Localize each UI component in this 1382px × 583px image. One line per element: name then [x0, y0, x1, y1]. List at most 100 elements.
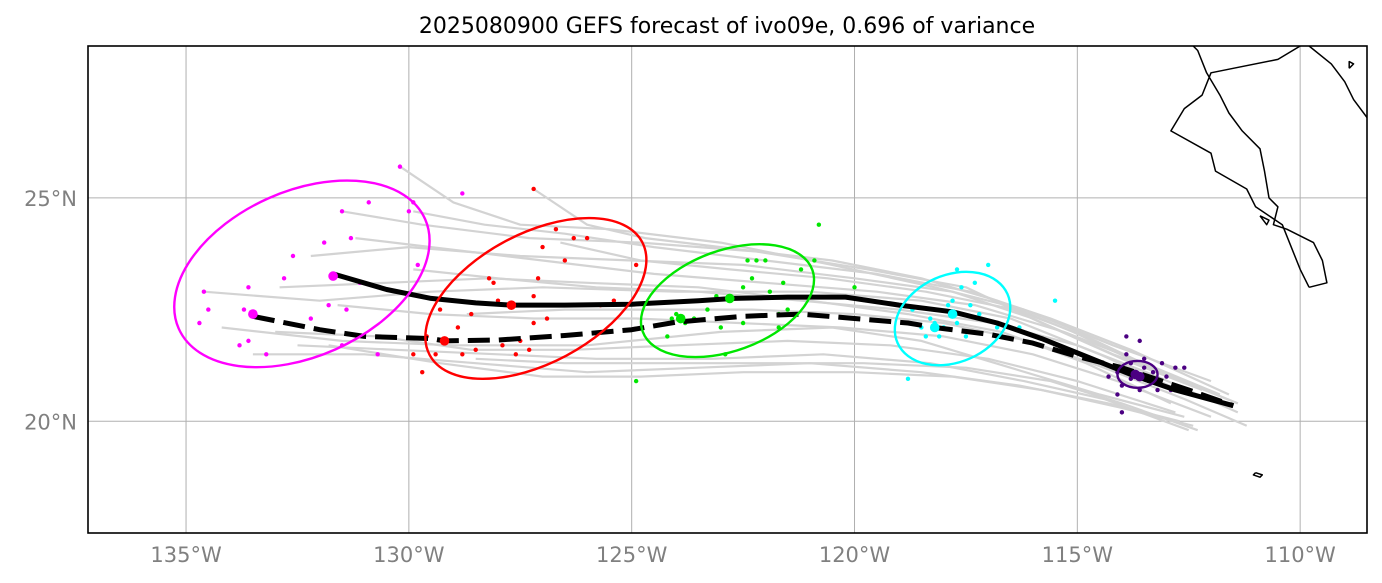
- centroid-group-2: [724, 293, 735, 304]
- group-2-point-8: [718, 325, 724, 330]
- group-4-point-10: [1141, 365, 1147, 370]
- x-tick-label-1: 130°W: [373, 543, 445, 567]
- group-0-point-3: [237, 343, 242, 348]
- group-4-point-1: [1115, 392, 1120, 397]
- group-3-point-12: [972, 280, 978, 285]
- centroid-group-3: [929, 322, 940, 333]
- group-0-point-20: [406, 209, 412, 214]
- uncertainty-ellipses: [173, 179, 1159, 389]
- group-2-point-22: [812, 258, 817, 263]
- group-3-point-7: [945, 302, 951, 308]
- ellipse-group-2: [639, 243, 816, 359]
- x-tick-label-5: 110°W: [1264, 543, 1336, 567]
- plot-area: [173, 46, 1367, 478]
- group-1-point-15: [526, 347, 532, 353]
- group-1-point-29: [437, 307, 443, 312]
- group-0-point-4: [246, 338, 251, 344]
- group-0-point-24: [321, 240, 327, 245]
- group-2-point-12: [745, 258, 750, 263]
- mean-tracks: [252, 271, 1235, 409]
- coast-island-0: [1252, 471, 1264, 478]
- group-0-point-14: [348, 235, 354, 241]
- group-2-point-16: [767, 289, 773, 294]
- group-0-point-1: [206, 307, 211, 312]
- group-3-point-10: [963, 334, 969, 339]
- axes-frame: [87, 45, 1368, 534]
- mean-point-group-4: [1134, 371, 1145, 382]
- x-tick-label-0: 135°W: [150, 543, 222, 567]
- group-4-point-17: [1173, 365, 1178, 370]
- group-3-point-3: [923, 334, 929, 339]
- member-track-8: [275, 330, 1176, 414]
- group-4-point-4: [1124, 352, 1129, 357]
- group-0-point-7: [246, 285, 251, 290]
- group-1-point-27: [633, 262, 639, 268]
- x-tick-label-3: 120°W: [819, 543, 891, 567]
- coast-baja-west: [1170, 46, 1310, 288]
- centroid-group-0: [328, 271, 338, 281]
- group-0-point-13: [344, 307, 349, 312]
- ellipse-group-1: [424, 216, 648, 381]
- group-2-point-13: [749, 276, 755, 281]
- group-0-point-8: [281, 276, 287, 281]
- group-1-point-12: [500, 343, 505, 348]
- group-0-point-15: [339, 209, 345, 214]
- group-1-point-6: [460, 352, 465, 357]
- ellipse-group-0: [173, 179, 431, 369]
- group-1-point-17: [531, 294, 536, 299]
- group-1-point-10: [491, 280, 496, 285]
- member-track-12: [532, 188, 1239, 405]
- member-track-1: [221, 326, 1185, 418]
- group-1-point-23: [571, 235, 576, 241]
- group-1-point-20: [544, 316, 550, 321]
- group-0-point-11: [326, 302, 331, 308]
- group-1-point-8: [473, 347, 478, 353]
- member-track-9: [297, 344, 1190, 432]
- coastline: [1170, 46, 1367, 478]
- group-0-point-6: [241, 307, 247, 312]
- group-1-point-28: [531, 186, 536, 192]
- group-2-point-1: [665, 334, 670, 339]
- group-2-point-15: [763, 258, 768, 263]
- group-2-point-20: [785, 307, 790, 312]
- x-tick-label-4: 115°W: [1042, 543, 1114, 567]
- member-track-10: [328, 344, 1194, 427]
- group-3-point-18: [1052, 298, 1058, 303]
- group-3-point-0: [905, 376, 911, 382]
- group-4-point-18: [1124, 334, 1129, 339]
- y-tick-label-0: 20°N: [24, 410, 77, 434]
- group-3-point-13: [977, 311, 982, 317]
- group-centroids: [248, 271, 1145, 382]
- group-0-point-18: [375, 352, 380, 357]
- group-2-point-25: [740, 320, 746, 326]
- group-2-point-23: [816, 222, 822, 227]
- group-3-point-20: [950, 298, 955, 303]
- centroid-group-1: [506, 300, 517, 310]
- group-2-point-11: [740, 285, 746, 290]
- group-0-point-5: [264, 352, 269, 357]
- group-2-point-19: [781, 280, 786, 285]
- group-4-point-20: [1182, 365, 1187, 370]
- group-1-point-22: [562, 258, 568, 263]
- group-1-point-21: [553, 226, 559, 232]
- group-0-point-22: [415, 262, 420, 268]
- group-4-point-13: [1155, 387, 1160, 393]
- mean-point-group-3: [947, 309, 958, 319]
- group-1-point-26: [611, 298, 617, 303]
- group-2-point-21: [798, 267, 804, 272]
- group-4-point-21: [1141, 356, 1147, 361]
- group-2-point-2: [669, 316, 674, 321]
- ellipse-group-4: [1116, 359, 1159, 389]
- group-3-point-15: [994, 325, 1000, 330]
- group-0-point-16: [366, 200, 371, 205]
- group-1-point-18: [535, 276, 541, 281]
- member-track-15: [466, 308, 1248, 427]
- group-3-point-9: [959, 285, 964, 290]
- group-1-point-0: [411, 352, 416, 357]
- tick-labels: 135°W 130°W 125°W 120°W 115°W 110°W 20°N 25°N: [24, 187, 1336, 567]
- group-1-point-7: [469, 311, 474, 317]
- group-3-point-8: [954, 320, 960, 326]
- group-1-point-5: [455, 325, 461, 330]
- chart-title: 2025080900 GEFS forecast of ivo09e, 0.69…: [419, 14, 1035, 39]
